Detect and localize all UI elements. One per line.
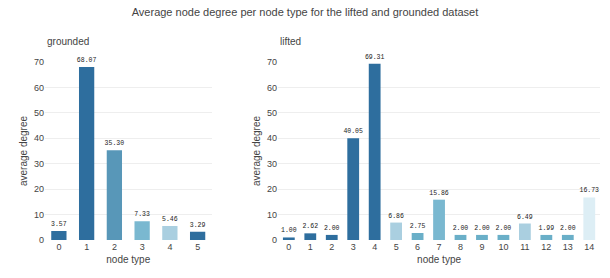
svg-text:2.00: 2.00	[324, 225, 340, 232]
svg-text:6: 6	[415, 242, 420, 252]
svg-text:8: 8	[458, 242, 463, 252]
svg-text:node type: node type	[417, 254, 461, 265]
svg-text:1.99: 1.99	[538, 225, 554, 232]
svg-text:40: 40	[34, 133, 44, 143]
svg-text:13: 13	[563, 242, 573, 252]
svg-text:35.30: 35.30	[105, 140, 125, 147]
svg-text:2.75: 2.75	[410, 223, 426, 230]
svg-text:grounded: grounded	[47, 36, 89, 47]
svg-text:0: 0	[56, 242, 61, 252]
svg-text:average degree: average degree	[251, 116, 262, 186]
svg-text:60: 60	[34, 83, 44, 93]
svg-text:30: 30	[34, 159, 44, 169]
svg-text:6.86: 6.86	[388, 213, 404, 220]
svg-text:68.07: 68.07	[77, 57, 97, 64]
svg-text:2: 2	[112, 242, 117, 252]
svg-text:12: 12	[541, 242, 551, 252]
svg-text:10: 10	[34, 210, 44, 220]
svg-text:5.46: 5.46	[162, 216, 178, 223]
svg-text:60: 60	[267, 83, 277, 93]
svg-text:0: 0	[272, 235, 277, 245]
svg-text:40: 40	[267, 133, 277, 143]
svg-text:1: 1	[84, 242, 89, 252]
svg-text:node type: node type	[106, 254, 150, 265]
svg-text:20: 20	[267, 184, 277, 194]
svg-text:10: 10	[498, 242, 508, 252]
svg-text:70: 70	[34, 57, 44, 67]
svg-text:16.73: 16.73	[579, 187, 599, 194]
svg-text:3.29: 3.29	[190, 222, 206, 229]
svg-text:0: 0	[39, 235, 44, 245]
svg-text:69.31: 69.31	[365, 54, 385, 61]
svg-text:50: 50	[267, 108, 277, 118]
svg-text:50: 50	[34, 108, 44, 118]
svg-text:2.62: 2.62	[302, 223, 318, 230]
svg-text:3: 3	[140, 242, 145, 252]
svg-text:3: 3	[351, 242, 356, 252]
svg-text:2.00: 2.00	[496, 225, 512, 232]
svg-text:14: 14	[584, 242, 594, 252]
svg-text:average degree: average degree	[18, 116, 29, 186]
svg-text:9: 9	[479, 242, 484, 252]
svg-text:5: 5	[195, 242, 200, 252]
svg-text:4: 4	[372, 242, 377, 252]
svg-text:70: 70	[267, 57, 277, 67]
svg-text:3.57: 3.57	[51, 221, 67, 228]
svg-text:40.05: 40.05	[343, 128, 363, 135]
svg-text:4: 4	[167, 242, 172, 252]
svg-text:7.33: 7.33	[134, 211, 150, 218]
svg-text:lifted: lifted	[280, 36, 301, 47]
svg-text:5: 5	[394, 242, 399, 252]
svg-text:20: 20	[34, 184, 44, 194]
svg-text:15.86: 15.86	[429, 190, 449, 197]
svg-text:Average node degree per node t: Average node degree per node type for th…	[132, 6, 479, 18]
svg-text:1: 1	[308, 242, 313, 252]
svg-text:30: 30	[267, 159, 277, 169]
svg-text:2: 2	[329, 242, 334, 252]
svg-text:0: 0	[286, 242, 291, 252]
svg-text:2.00: 2.00	[453, 225, 469, 232]
svg-text:11: 11	[520, 242, 529, 252]
svg-text:10: 10	[267, 210, 277, 220]
svg-text:2.00: 2.00	[560, 225, 576, 232]
svg-text:6.49: 6.49	[517, 214, 533, 221]
svg-text:1.00: 1.00	[281, 227, 297, 234]
svg-text:7: 7	[437, 242, 442, 252]
svg-text:2.00: 2.00	[474, 225, 490, 232]
